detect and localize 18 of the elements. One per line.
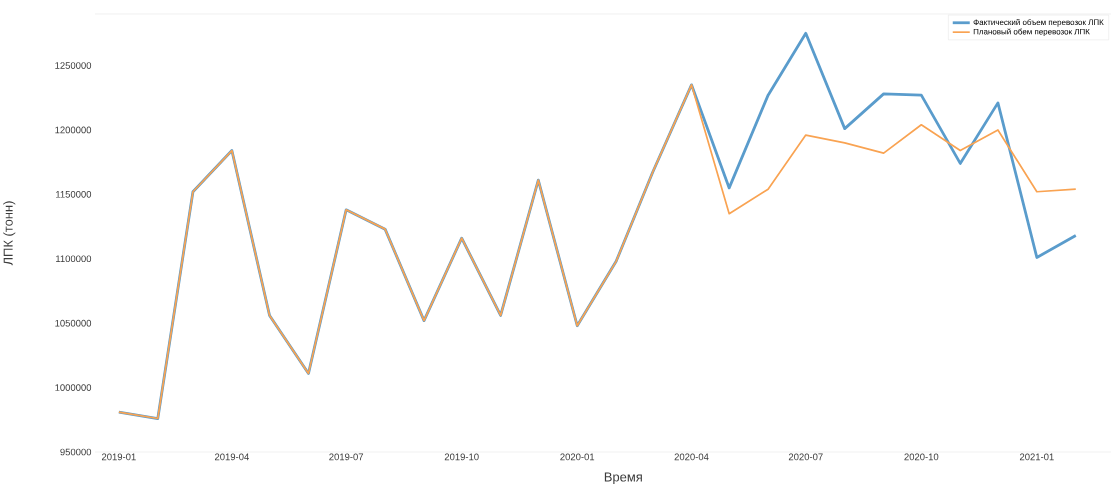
x-tick-label: 2019-10 (444, 453, 479, 461)
y-tick-label: 1200000 (55, 126, 92, 134)
y-tick-label: 950000 (60, 448, 92, 456)
x-tick-label: 2019-07 (329, 453, 364, 461)
x-tick-label: 2021-01 (1019, 453, 1054, 461)
x-tick-label: 2020-07 (788, 453, 823, 461)
y-tick-label: 1050000 (55, 319, 92, 327)
x-tick-label: 2020-10 (904, 453, 939, 461)
y-tick-label: 1100000 (56, 255, 92, 263)
y-tick-label: 1250000 (55, 62, 92, 69)
y-tick-label: 1150000 (56, 191, 92, 198)
x-tick-label: 2019-04 (214, 453, 249, 461)
x-axis-title: Время (604, 472, 642, 485)
x-tick-label: 2020-01 (560, 453, 595, 461)
y-axis-title: ЛПК (тонн) (3, 201, 16, 266)
y-tick-label: 1000000 (55, 384, 92, 391)
x-tick-label: 2019-01 (101, 453, 136, 461)
x-tick-label: 2020-04 (674, 453, 709, 461)
